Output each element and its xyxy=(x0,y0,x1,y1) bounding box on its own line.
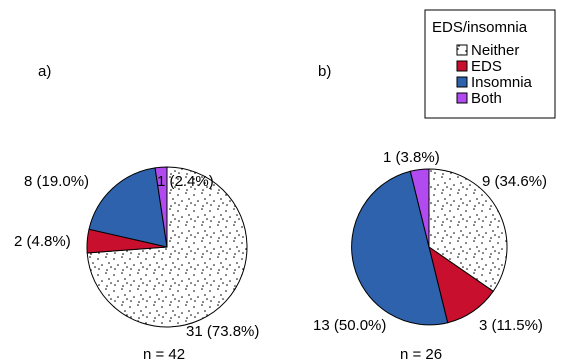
legend-title: EDS/insomnia xyxy=(432,19,528,36)
pie-chart-a xyxy=(86,166,248,328)
pie-slice-b-neither xyxy=(428,168,508,293)
slice-label-b-neither: 9 (34.6%) xyxy=(482,173,547,190)
panel-label-a: a) xyxy=(38,63,51,80)
slice-label-a-eds: 2 (4.8%) xyxy=(14,233,71,250)
n-label-a: n = 42 xyxy=(143,346,185,363)
slice-label-b-both: 1 (3.8%) xyxy=(383,149,440,166)
pie-slice-a-insomnia xyxy=(88,167,168,248)
legend-swatch-both xyxy=(456,92,468,104)
legend-swatch-insomnia xyxy=(456,76,468,88)
legend-swatch-eds xyxy=(456,60,468,72)
pie-slice-b-both xyxy=(409,168,430,248)
legend-label-eds: EDS xyxy=(471,58,502,75)
legend-label-neither: Neither xyxy=(471,42,519,59)
legend-box xyxy=(424,9,556,119)
pie-chart-b xyxy=(351,168,508,326)
slice-label-a-insomnia: 8 (19.0%) xyxy=(24,173,89,190)
legend-label-insomnia: Insomnia xyxy=(471,74,533,91)
slice-label-a-neither: 31 (73.8%) xyxy=(186,323,259,340)
slice-label-b-insomnia: 13 (50.0%) xyxy=(313,317,386,334)
pie-slice-b-insomnia xyxy=(351,170,449,326)
pie-slice-a-both xyxy=(154,166,168,248)
legend: EDS/insomnia Neither EDS Insomnia Both xyxy=(424,9,556,119)
legend-label-both: Both xyxy=(471,90,502,107)
slice-label-a-both: 1 (2.4%) xyxy=(157,173,214,190)
n-label-b: n = 26 xyxy=(400,346,442,363)
legend-swatch-neither xyxy=(456,44,468,56)
slice-label-b-eds: 3 (11.5%) xyxy=(479,317,543,334)
panel-label-b: b) xyxy=(318,63,331,80)
